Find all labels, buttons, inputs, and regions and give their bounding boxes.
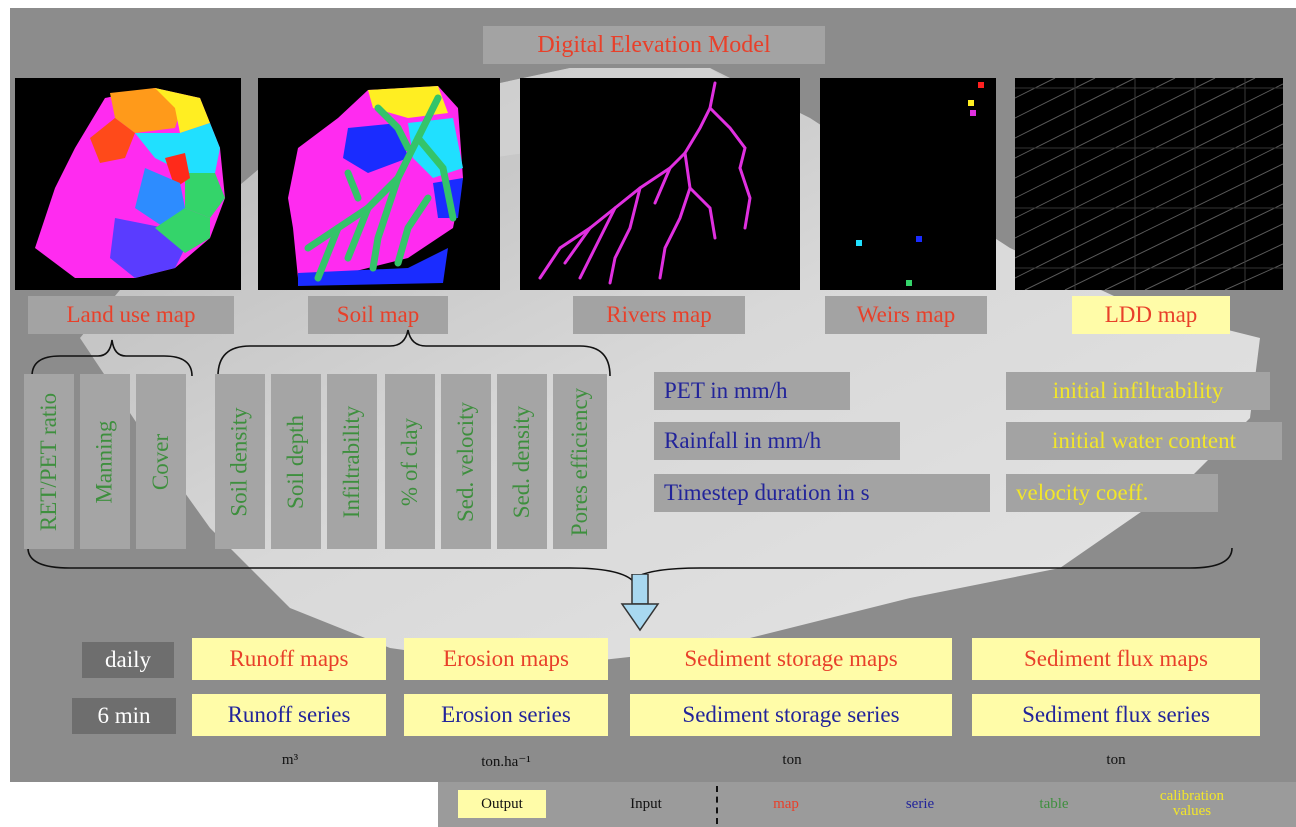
param-cover: Cover <box>136 374 186 549</box>
input-rainfall: Rainfall in mm/h <box>654 422 900 460</box>
param-manning: Manning <box>80 374 130 549</box>
land-use-map-image <box>15 78 241 290</box>
param-soil-depth: Soil depth <box>271 374 321 549</box>
weirs-map-label: Weirs map <box>825 296 987 334</box>
daily-label: daily <box>82 642 174 678</box>
erosion-series-output: Erosion series <box>404 694 608 736</box>
param-sed-density: Sed. density <box>497 374 547 549</box>
sediment-flux-maps-output: Sediment flux maps <box>972 638 1260 680</box>
rivers-map-image <box>520 78 800 290</box>
sediment-storage-series-output: Sediment storage series <box>630 694 952 736</box>
down-arrow-icon <box>620 574 660 632</box>
ldd-map-image <box>1015 78 1283 290</box>
param-infiltrability: Infiltrability <box>327 374 377 549</box>
diagram-canvas: Digital Elevation Model <box>10 8 1296 782</box>
legend-serie: serie <box>905 795 935 812</box>
land-use-map-label: Land use map <box>28 296 234 334</box>
legend-input: Input <box>630 795 662 812</box>
legend-calibration: calibration values <box>1159 788 1225 819</box>
input-timestep: Timestep duration in s <box>654 474 990 512</box>
unit-erosion: ton.ha⁻¹ <box>481 754 531 770</box>
sediment-flux-series-output: Sediment flux series <box>972 694 1260 736</box>
legend-bar: Output Input map serie table calibration… <box>438 782 1296 827</box>
runoff-series-output: Runoff series <box>192 694 386 736</box>
legend-output: Output <box>458 790 546 818</box>
unit-runoff: m³ <box>281 752 299 768</box>
rivers-map-label: Rivers map <box>573 296 745 334</box>
param-sed-velocity: Sed. velocity <box>441 374 491 549</box>
unit-sediment-storage: ton <box>782 752 802 768</box>
weirs-map-image <box>820 78 996 290</box>
soil-map-image <box>258 78 500 290</box>
param-percent-clay: % of clay <box>385 374 435 549</box>
legend-map: map <box>773 795 799 812</box>
calibration-velocity-coeff: velocity coeff. <box>1006 474 1218 512</box>
runoff-maps-output: Runoff maps <box>192 638 386 680</box>
param-pores-efficiency: Pores efficiency <box>553 374 607 549</box>
erosion-maps-output: Erosion maps <box>404 638 608 680</box>
sediment-storage-maps-output: Sediment storage maps <box>630 638 952 680</box>
param-soil-density: Soil density <box>215 374 265 549</box>
input-pet: PET in mm/h <box>654 372 850 410</box>
legend-table: table <box>1039 795 1069 812</box>
ldd-map-label: LDD map <box>1072 296 1230 334</box>
six-min-label: 6 min <box>72 698 176 734</box>
calibration-initial-infiltrability: initial infiltrability <box>1006 372 1270 410</box>
legend-divider <box>716 786 718 824</box>
dem-title: Digital Elevation Model <box>483 26 825 64</box>
soil-map-label: Soil map <box>308 296 448 334</box>
calibration-initial-water-content: initial water content <box>1006 422 1282 460</box>
unit-sediment-flux: ton <box>1106 752 1126 768</box>
param-ret-pet-ratio: RET/PET ratio <box>24 374 74 549</box>
